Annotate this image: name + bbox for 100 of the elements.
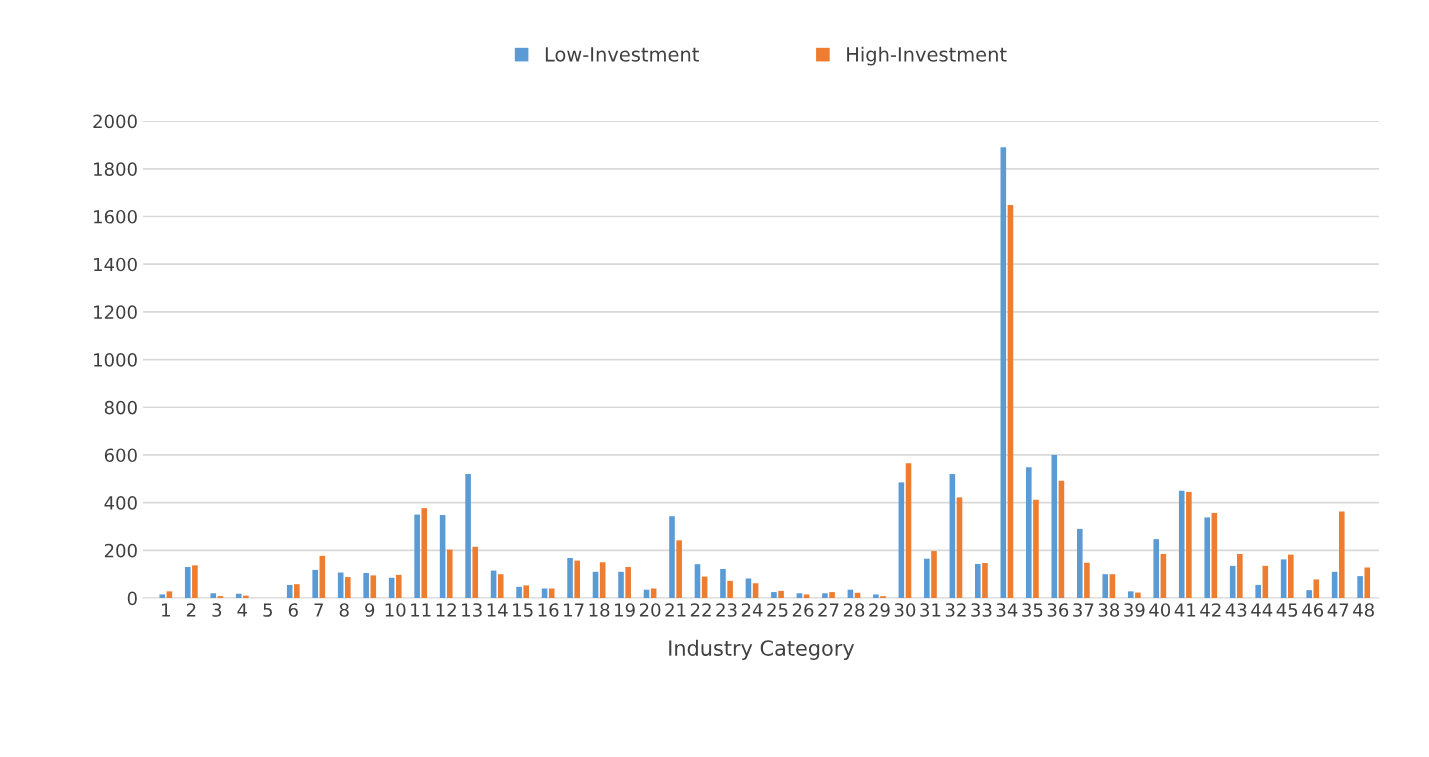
legend-label: Low-Investment <box>545 47 699 62</box>
x-tick-label: 8 <box>339 603 349 617</box>
bar <box>472 546 479 599</box>
bar <box>1153 539 1160 599</box>
x-tick-label: 14 <box>487 603 508 617</box>
bar <box>650 588 657 599</box>
x-tick-label: 18 <box>589 603 610 617</box>
bar <box>1135 592 1141 599</box>
x-tick-label: 11 <box>411 603 431 617</box>
x-tick-label: 48 <box>1353 603 1374 617</box>
bar <box>625 567 631 599</box>
x-tick-label: 7 <box>314 603 323 617</box>
bar <box>1237 553 1243 599</box>
bar <box>465 474 471 599</box>
y-tick-label: 1800 <box>94 162 137 176</box>
bar <box>421 508 428 599</box>
bar <box>803 594 810 599</box>
bar <box>1127 591 1134 599</box>
bar <box>1084 562 1090 599</box>
x-tick-label: 4 <box>237 603 248 617</box>
bar <box>720 568 726 599</box>
y-tick-label: 2000 <box>93 114 137 129</box>
bar <box>727 580 733 599</box>
x-tick-label: 17 <box>564 603 584 617</box>
x-tick-label: 32 <box>945 603 966 617</box>
y-tick-label: 400 <box>104 496 137 510</box>
x-tick-label: 31 <box>920 603 941 617</box>
bar <box>243 595 249 599</box>
bar <box>599 562 606 599</box>
bar <box>166 591 173 599</box>
x-tick-label: 3 <box>212 603 222 617</box>
y-tick-label: 600 <box>104 448 137 463</box>
bar <box>574 560 580 599</box>
bar <box>982 562 988 599</box>
bar <box>345 577 351 599</box>
bar <box>1204 517 1211 599</box>
bar <box>1288 554 1294 599</box>
x-tick-label: 27 <box>818 603 839 617</box>
x-tick-label: 38 <box>1098 603 1120 617</box>
x-tick-label: 44 <box>1251 603 1273 617</box>
bar <box>898 482 905 599</box>
x-tick-label: 39 <box>1124 603 1145 617</box>
bar <box>1357 576 1363 599</box>
x-tick-label: 5 <box>263 603 272 617</box>
x-tick-label: 10 <box>385 603 406 617</box>
bar <box>1109 574 1116 599</box>
bar <box>312 569 318 599</box>
bar <box>446 549 453 599</box>
x-tick-label: 2 <box>186 603 196 617</box>
bar <box>1186 491 1192 599</box>
bar <box>1076 528 1083 599</box>
bar <box>1178 490 1185 599</box>
x-tick-label: 21 <box>665 603 686 617</box>
bar <box>1313 579 1320 599</box>
x-tick-label: 26 <box>792 603 814 617</box>
bar <box>516 586 522 599</box>
y-tick-label: 0 <box>127 591 137 606</box>
bar <box>873 594 879 599</box>
bar <box>745 578 752 599</box>
x-tick-label: 15 <box>513 603 533 617</box>
bar <box>363 572 369 599</box>
bar <box>1102 574 1109 599</box>
bar <box>1306 590 1312 599</box>
bar <box>796 593 803 599</box>
x-tick-label: 37 <box>1073 603 1094 617</box>
bar <box>1364 567 1371 599</box>
bar <box>414 514 420 599</box>
y-tick-label: 1600 <box>94 209 137 224</box>
bar <box>210 593 217 599</box>
x-tick-label: 16 <box>538 603 559 617</box>
x-tick-label: 46 <box>1302 603 1324 617</box>
x-tick-label: 40 <box>1149 603 1171 617</box>
bar <box>235 593 242 599</box>
bar <box>548 588 555 599</box>
y-tick-label: 1400 <box>94 257 137 272</box>
bar <box>771 592 777 599</box>
x-tick-label: 6 <box>288 603 298 617</box>
bar <box>829 592 835 599</box>
y-tick-label: 1200 <box>94 305 137 319</box>
bar <box>1338 511 1345 599</box>
bar <box>541 588 548 599</box>
bar <box>1280 559 1287 599</box>
bar <box>752 583 759 599</box>
bar <box>294 584 300 599</box>
x-tick-label: 9 <box>365 603 375 617</box>
bar <box>192 565 198 599</box>
bar <box>975 563 981 599</box>
bar <box>286 584 293 599</box>
bar <box>497 574 504 599</box>
bar <box>1051 454 1058 599</box>
x-tick-label: 13 <box>462 603 482 617</box>
bar <box>567 557 573 599</box>
y-tick-label: 200 <box>104 543 137 558</box>
legend-label: High-Investment <box>847 46 1007 66</box>
bar <box>778 590 784 599</box>
x-axis-title: Industry Category <box>669 639 855 660</box>
bar <box>676 540 682 599</box>
x-tick-label: 36 <box>1047 603 1069 617</box>
bar <box>956 497 963 599</box>
x-tick-label: 25 <box>767 603 788 617</box>
